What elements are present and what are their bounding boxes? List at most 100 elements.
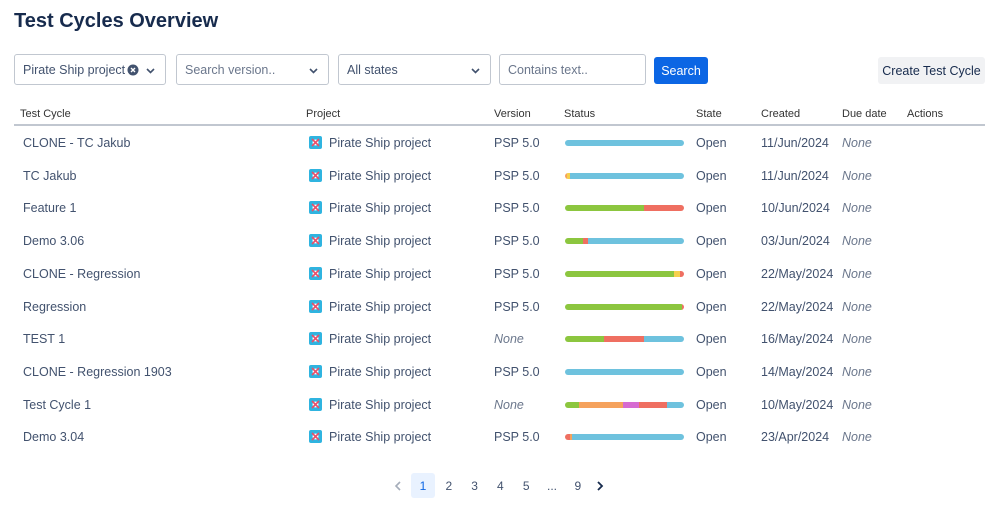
state: Open (696, 168, 727, 183)
cycle-name[interactable]: Demo 3.06 (23, 234, 85, 249)
status-segment (565, 401, 580, 408)
project-icon (309, 168, 322, 182)
state: Open (696, 397, 727, 412)
project-icon (309, 332, 322, 346)
version: None (494, 397, 524, 412)
status-segment (565, 303, 682, 310)
status-bar (565, 205, 684, 212)
project-icon (309, 397, 322, 411)
project-name: Pirate Ship project (329, 168, 432, 183)
due-date: None (842, 201, 872, 216)
column-header: Created (761, 108, 801, 120)
status-bar (565, 336, 684, 343)
version: PSP 5.0 (494, 364, 540, 379)
cycle-name[interactable]: CLONE - TC Jakub (23, 136, 131, 150)
search-button[interactable]: Search (654, 57, 708, 84)
status-segment (565, 434, 570, 441)
status-bar (565, 270, 684, 277)
column-header: State (696, 108, 722, 120)
column-header: Status (564, 108, 596, 120)
project-filter[interactable]: Pirate Ship project (14, 54, 166, 85)
header-divider (14, 124, 985, 126)
due-date: None (842, 397, 872, 412)
cycle-name[interactable]: CLONE - Regression (23, 266, 141, 281)
project-icon (309, 364, 322, 378)
status-segment (565, 205, 644, 212)
page-link[interactable]: 3 (471, 478, 478, 493)
status-segment (680, 270, 684, 277)
project-name: Pirate Ship project (329, 234, 432, 249)
cycle-name[interactable]: CLONE - Regression 1903 (23, 364, 172, 379)
due-date: None (842, 136, 872, 150)
status-segment (623, 401, 639, 408)
status-segment (565, 270, 675, 277)
created-date: 23/Apr/2024 (761, 430, 830, 445)
status-segment (565, 336, 605, 343)
page-link[interactable]: ... (546, 478, 557, 493)
cycle-name[interactable]: Demo 3.04 (23, 430, 85, 445)
status-segment (587, 238, 684, 245)
project-icon (309, 299, 322, 313)
status-segment (667, 401, 684, 408)
version: PSP 5.0 (494, 299, 540, 314)
state: Open (696, 136, 727, 150)
created-date: 03/Jun/2024 (761, 234, 830, 249)
due-date: None (842, 299, 872, 314)
created-date: 14/May/2024 (761, 364, 834, 379)
version: PSP 5.0 (494, 201, 540, 216)
version: PSP 5.0 (494, 136, 540, 150)
version-filter[interactable]: Search version.. (176, 54, 329, 85)
state-filter[interactable]: All states (338, 54, 491, 85)
status-segment (579, 401, 624, 408)
cycle-name[interactable]: TEST 1 (23, 332, 66, 347)
column-header: Project (306, 108, 341, 120)
project-name: Pirate Ship project (329, 136, 432, 150)
state: Open (696, 332, 727, 347)
cycle-name[interactable]: TC Jakub (23, 168, 77, 183)
project-icon (309, 430, 322, 444)
next-page[interactable] (595, 480, 605, 492)
due-date: None (842, 364, 872, 379)
project-name: Pirate Ship project (329, 299, 432, 314)
cycle-name[interactable]: Test Cycle 1 (23, 397, 92, 412)
version: PSP 5.0 (494, 168, 540, 183)
state: Open (696, 234, 727, 249)
project-name: Pirate Ship project (329, 364, 432, 379)
column-header: Due date (842, 108, 887, 120)
text-filter[interactable]: Contains text.. (499, 54, 646, 85)
project-icon (309, 234, 322, 248)
due-date: None (842, 332, 872, 347)
status-segment (604, 336, 644, 343)
project-name: Pirate Ship project (329, 266, 432, 281)
state: Open (696, 201, 727, 216)
state-filter-value: All states (347, 62, 398, 77)
status-bar (565, 434, 684, 441)
project-name: Pirate Ship project (329, 201, 432, 216)
status-segment (567, 172, 570, 179)
create-button[interactable]: Create Test Cycle (878, 57, 985, 84)
page-link[interactable]: 2 (445, 478, 453, 493)
chevron-icon (471, 68, 480, 74)
project-name: Pirate Ship project (329, 332, 432, 347)
project-icon (309, 266, 322, 280)
page-link[interactable]: 5 (522, 478, 530, 493)
status-bar (565, 401, 684, 408)
clear-icon[interactable] (127, 64, 139, 76)
cycle-name[interactable]: Feature 1 (23, 201, 77, 216)
due-date: None (842, 234, 872, 249)
cycle-name[interactable]: Regression (23, 299, 87, 314)
status-segment (643, 336, 684, 343)
version: None (494, 332, 524, 347)
due-date: None (842, 168, 872, 183)
page-link[interactable]: 9 (574, 478, 582, 493)
page-link[interactable]: 4 (497, 478, 504, 493)
status-segment (569, 172, 684, 179)
prev-page[interactable] (393, 480, 403, 492)
status-segment (569, 434, 573, 441)
project-icon (309, 136, 322, 149)
status-segment (674, 270, 681, 277)
page-link[interactable]: 1 (411, 473, 435, 498)
status-segment (565, 368, 684, 375)
project-name: Pirate Ship project (329, 430, 432, 445)
